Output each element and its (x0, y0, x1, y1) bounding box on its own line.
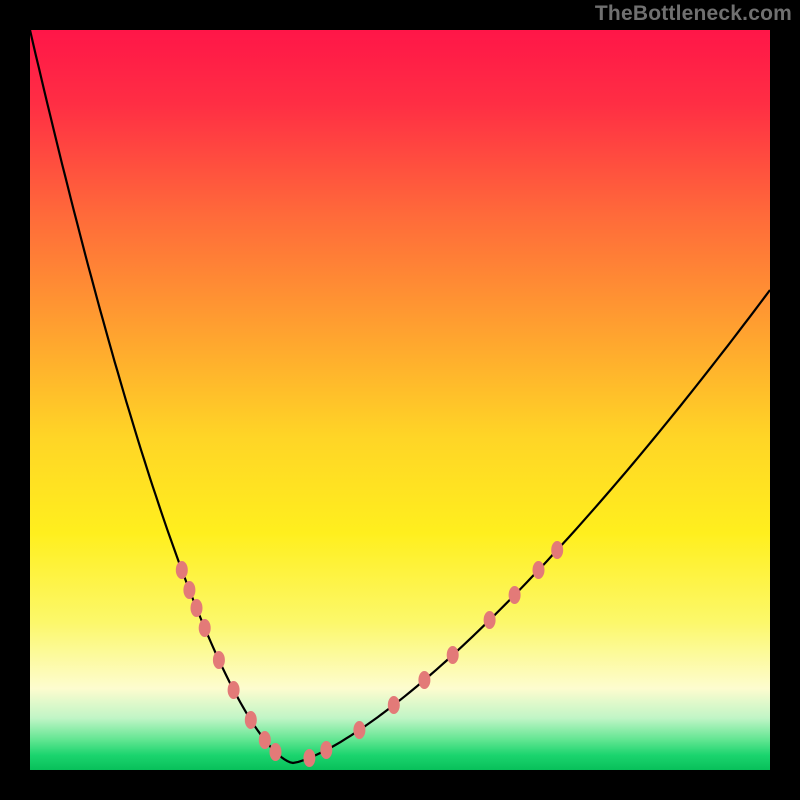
curve-marker (551, 541, 563, 559)
plot-background (30, 30, 770, 770)
curve-marker (191, 599, 203, 617)
curve-marker (418, 671, 430, 689)
curve-marker (245, 711, 257, 729)
watermark: TheBottleneck.com (595, 2, 792, 26)
chart-container: TheBottleneck.com (0, 0, 800, 800)
curve-marker (270, 743, 282, 761)
curve-marker (213, 651, 225, 669)
curve-marker (303, 749, 315, 767)
curve-marker (228, 681, 240, 699)
curve-marker (509, 586, 521, 604)
curve-marker (447, 646, 459, 664)
curve-marker (259, 731, 271, 749)
curve-marker (183, 581, 195, 599)
curve-marker (533, 561, 545, 579)
curve-marker (388, 696, 400, 714)
chart-svg (0, 0, 800, 800)
curve-marker (199, 619, 211, 637)
curve-marker (176, 561, 188, 579)
curve-marker (353, 721, 365, 739)
curve-marker (320, 741, 332, 759)
curve-marker (484, 611, 496, 629)
